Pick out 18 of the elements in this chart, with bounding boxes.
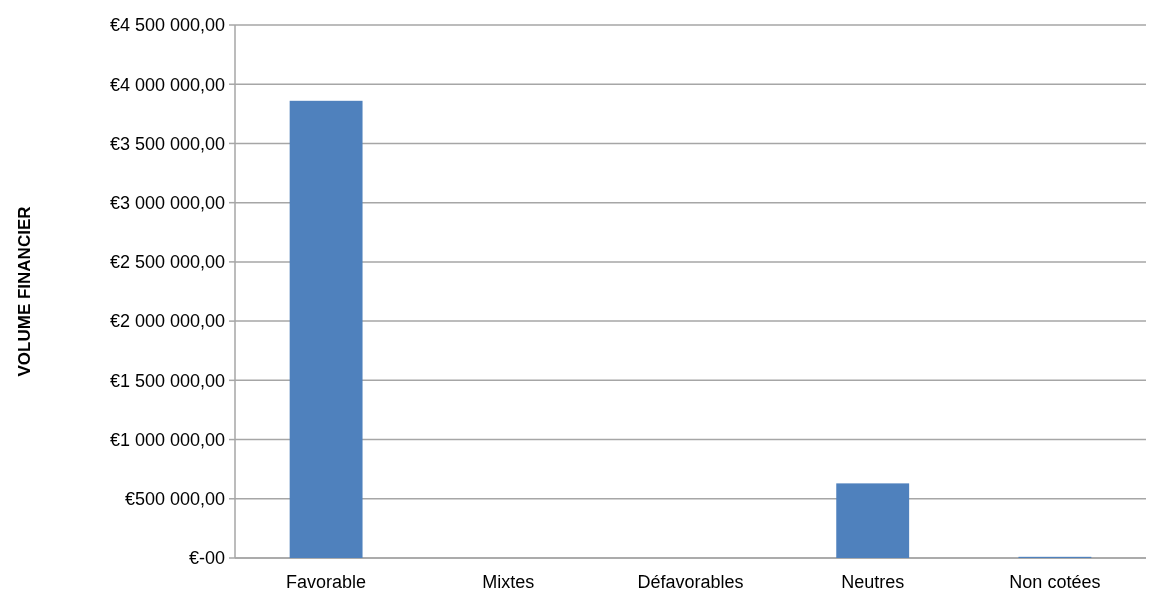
- y-tick-label: €4 000 000,00: [109, 74, 225, 95]
- x-tick-label: Mixtes: [482, 572, 535, 592]
- y-tick-label: €2 500 000,00: [109, 252, 225, 273]
- x-tick-label: Neutres: [841, 572, 905, 592]
- y-tick-label: €-00: [188, 548, 225, 569]
- y-tick-label: €2 000 000,00: [109, 311, 225, 332]
- bar: [836, 483, 910, 558]
- x-tick-label: Favorable: [286, 572, 367, 592]
- y-tick-label: €3 000 000,00: [109, 192, 225, 213]
- y-tick-label: €3 500 000,00: [109, 133, 225, 154]
- x-tick-label: Défavorables: [637, 572, 744, 592]
- y-tick-label: €1 000 000,00: [109, 429, 225, 450]
- y-tick-label: €1 500 000,00: [109, 370, 225, 391]
- x-tick-label: Non cotées: [1009, 572, 1101, 592]
- bar: [289, 100, 363, 558]
- y-tick-label: €500 000,00: [124, 489, 225, 510]
- y-tick-label: €4 500 000,00: [109, 15, 225, 36]
- y-axis-title: VOLUME FINANCIER: [15, 206, 34, 377]
